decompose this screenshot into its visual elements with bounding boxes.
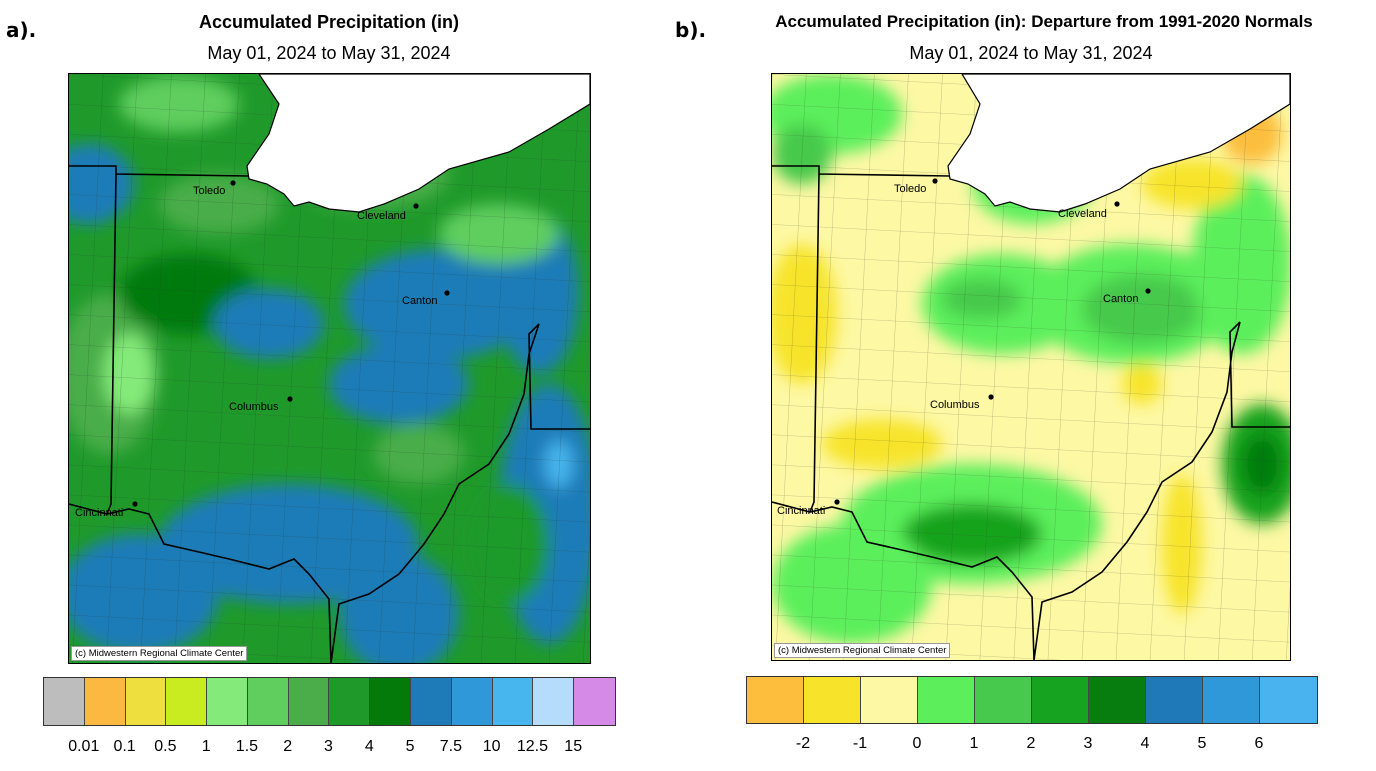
legend-swatch: [247, 678, 289, 725]
legend-swatch: [44, 678, 85, 725]
map-title: Accumulated Precipitation (in): [198, 12, 460, 32]
city-label-toledo: Toledo: [193, 185, 225, 197]
legend-tick-label: 5: [1197, 735, 1207, 752]
lake-erie: [246, 74, 590, 213]
legend-swatch: [861, 677, 918, 723]
legend-tick-label: 2: [283, 738, 293, 755]
legend-swatch: [329, 678, 371, 725]
legend-tick-label: 15: [564, 738, 583, 755]
legend-ticks: -2 -1 0 1 2 3 4 5 6: [746, 735, 1316, 755]
city-dot-toledo: [932, 178, 938, 184]
city-dot-cincinnati: [132, 501, 138, 507]
legend-tick-label: 1: [969, 735, 979, 752]
lake-erie: [947, 74, 1290, 213]
legend-swatch: [492, 678, 534, 725]
credit-label: (c) Midwestern Regional Climate Center: [774, 643, 951, 658]
legend-swatch: [166, 678, 208, 725]
departure-map: Toledo Cleveland Canton Columbus Cincinn…: [771, 73, 1291, 661]
legend-tick-label: 0.5: [154, 738, 177, 755]
legend-swatch: [918, 677, 975, 723]
legend-swatch: [1089, 677, 1146, 723]
panel-a: a). Accumulated Precipitation (in) May 0…: [6, 12, 616, 758]
credit-label: (c) Midwestern Regional Climate Center: [71, 646, 248, 661]
city-dot-canton: [444, 290, 450, 296]
city-label-cleveland: Cleveland: [1058, 208, 1107, 220]
city-label-cincinnati: Cincinnati: [777, 505, 825, 517]
panel-label: a).: [6, 18, 37, 42]
panel-b: b). Accumulated Precipitation (in): Depa…: [675, 0, 1376, 771]
legend-tick-label: 4: [1140, 735, 1150, 752]
legend-tick-label: 3: [1083, 735, 1093, 752]
city-dot-columbus: [287, 396, 293, 402]
color-legend: [746, 676, 1318, 724]
legend-tick-label: 12.5: [516, 738, 548, 755]
legend-swatch: [207, 678, 248, 725]
legend-swatch: [574, 678, 615, 725]
legend-tick-label: 1: [201, 738, 211, 755]
city-dot-cleveland: [1114, 201, 1120, 207]
city-label-toledo: Toledo: [894, 183, 926, 195]
city-dot-toledo: [230, 180, 236, 186]
legend-tick-label: -2: [795, 735, 811, 752]
map-title: Accumulated Precipitation (in): Departur…: [775, 12, 1313, 31]
city-markers: Toledo Cleveland Canton Columbus Cincinn…: [75, 180, 450, 519]
legend-tick-label: 4: [364, 738, 374, 755]
city-dot-canton: [1145, 288, 1151, 294]
legend-tick-label: 0: [912, 735, 922, 752]
legend-tick-label: 3: [324, 738, 333, 755]
legend-tick-label: 0.01: [68, 738, 100, 755]
legend-tick-label: 6: [1254, 735, 1264, 752]
legend-swatch: [1032, 677, 1089, 723]
color-legend: [43, 677, 616, 726]
city-label-canton: Canton: [1103, 293, 1138, 305]
city-label-canton: Canton: [402, 295, 437, 307]
legend-swatch: [533, 678, 575, 725]
map-subtitle: May 01, 2024 to May 31, 2024: [909, 43, 1153, 63]
panel-label: b).: [675, 18, 707, 42]
legend-swatch: [1260, 677, 1317, 723]
city-dot-columbus: [988, 394, 994, 400]
legend-swatch: [411, 678, 452, 725]
legend-swatch: [1203, 677, 1260, 723]
legend-tick-label: 10: [482, 738, 501, 755]
state-boundaries: [69, 165, 590, 663]
state-boundaries: [772, 165, 1290, 660]
legend-swatch: [804, 677, 861, 723]
precip-map: Toledo Cleveland Canton Columbus Cincinn…: [68, 73, 591, 664]
legend-tick-label: 7.5: [439, 738, 462, 755]
legend-tick-label: -1: [852, 735, 868, 752]
legend-tick-label: 0.1: [113, 738, 136, 755]
legend-swatch: [125, 678, 167, 725]
city-label-cleveland: Cleveland: [357, 210, 406, 222]
legend-swatch: [975, 677, 1032, 723]
legend-swatch: [288, 678, 330, 725]
legend-swatch: [451, 678, 493, 725]
legend-tick-label: 5: [405, 738, 415, 755]
legend-ticks: 0.01 0.1 0.5 1 1.5 2 3 4 5 7.5 10 12.5 15: [43, 738, 614, 758]
legend-swatch: [370, 678, 412, 725]
city-dot-cleveland: [413, 203, 419, 209]
city-markers: Toledo Cleveland Canton Columbus Cincinn…: [777, 178, 1151, 517]
legend-swatch: [747, 677, 804, 723]
city-label-columbus: Columbus: [229, 401, 279, 413]
legend-tick-label: 2: [1026, 735, 1036, 752]
legend-tick-label: 1.5: [235, 738, 259, 755]
city-label-cincinnati: Cincinnati: [75, 507, 123, 519]
legend-swatch: [1146, 677, 1203, 723]
map-subtitle: May 01, 2024 to May 31, 2024: [207, 43, 451, 63]
city-dot-cincinnati: [834, 499, 840, 505]
city-label-columbus: Columbus: [930, 399, 980, 411]
legend-swatch: [84, 678, 126, 725]
